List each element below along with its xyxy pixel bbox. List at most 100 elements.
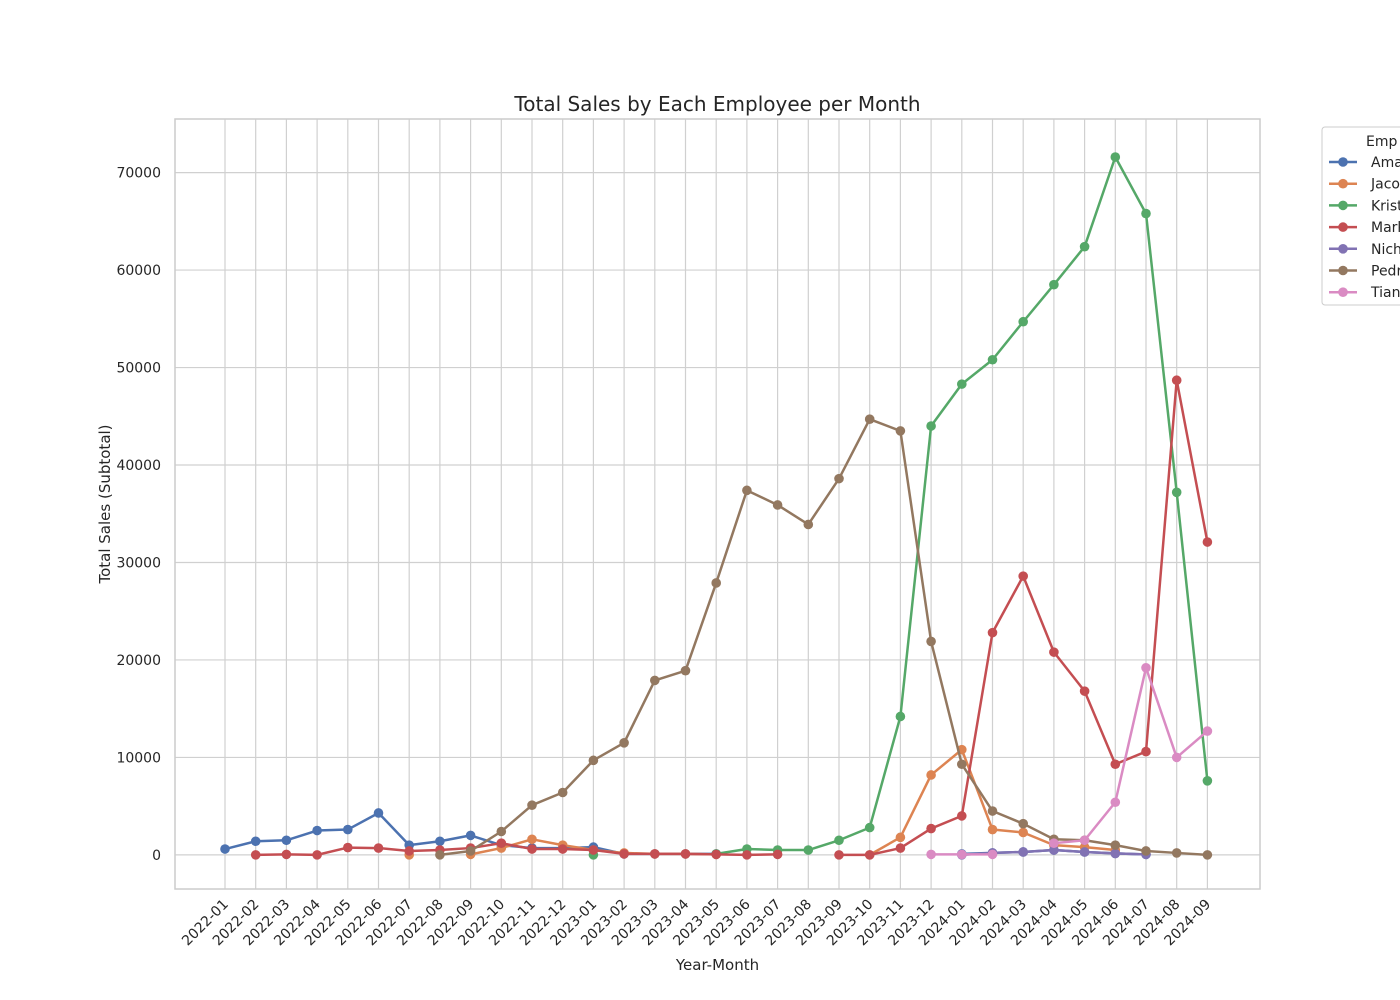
- legend-items: Ama Jaco Krist Mark Nich Pedr Tian: [1329, 155, 1400, 301]
- legend-label: Nich: [1371, 242, 1400, 258]
- data-point: [588, 845, 599, 855]
- data-point: [1171, 375, 1182, 386]
- series-mark: [250, 375, 1213, 860]
- data-point: [957, 379, 967, 389]
- data-point: [834, 473, 844, 484]
- legend-item: Jaco: [1329, 177, 1400, 193]
- data-point: [1018, 827, 1028, 838]
- data-point: [834, 835, 844, 846]
- legend-label: Mark: [1371, 220, 1400, 236]
- data-point: [1202, 776, 1213, 786]
- data-point: [1141, 208, 1151, 219]
- y-axis-label: Total Sales (Subtotal): [96, 424, 114, 584]
- series-line: [1053, 666, 1209, 845]
- data-point: [435, 836, 445, 847]
- data-point: [1110, 759, 1121, 770]
- data-point: [1171, 752, 1182, 763]
- legend-label: Krist: [1371, 198, 1400, 214]
- y-tick-label: 60000: [116, 263, 161, 279]
- data-point: [1110, 797, 1121, 808]
- data-point: [343, 842, 353, 853]
- data-point: [711, 578, 721, 588]
- data-point: [711, 849, 721, 860]
- data-point: [926, 636, 936, 647]
- data-point: [864, 850, 875, 860]
- y-tick-label: 0: [152, 848, 161, 864]
- grid: [175, 119, 1260, 889]
- data-point: [864, 822, 875, 833]
- legend-marker: [1338, 200, 1348, 211]
- data-point: [742, 850, 752, 860]
- data-point: [1018, 847, 1028, 857]
- data-point: [1018, 316, 1028, 327]
- data-point: [957, 759, 967, 770]
- legend-item: Tian: [1329, 285, 1400, 301]
- series-jaco: [404, 744, 1121, 860]
- data-point: [1018, 571, 1028, 581]
- data-point: [557, 787, 568, 798]
- data-point: [588, 755, 599, 766]
- data-point: [1110, 848, 1121, 859]
- data-point: [895, 832, 906, 843]
- data-point: [557, 844, 568, 854]
- data-point: [1171, 848, 1182, 858]
- legend-marker: [1338, 222, 1348, 232]
- data-point: [926, 849, 936, 860]
- legend: Emp Ama Jaco Krist Mark Nich Pedr Tian: [1321, 126, 1400, 306]
- data-point: [926, 770, 936, 780]
- y-tick-label: 20000: [116, 653, 161, 669]
- plot-area: [174, 118, 1261, 890]
- data-point: [650, 675, 660, 686]
- legend-item: Ama: [1329, 155, 1400, 171]
- series-pedr: [435, 414, 1213, 860]
- data-point: [1202, 726, 1213, 736]
- data-point: [465, 830, 476, 841]
- legend-item: Krist: [1329, 198, 1400, 214]
- y-tick-label: 30000: [116, 555, 161, 571]
- data-point: [987, 627, 998, 638]
- legend-label: Jaco: [1370, 177, 1400, 193]
- series-krist: [588, 152, 1213, 860]
- data-point: [1049, 279, 1059, 290]
- data-point: [987, 354, 998, 365]
- data-point: [1110, 840, 1121, 850]
- data-point: [250, 836, 261, 847]
- x-axis-label: Year-Month: [675, 956, 759, 974]
- data-point: [1202, 850, 1213, 860]
- data-point: [435, 850, 445, 860]
- data-point: [987, 849, 998, 860]
- legend-label: Pedr: [1371, 264, 1400, 280]
- data-point: [1079, 847, 1090, 857]
- data-point: [619, 849, 629, 859]
- data-point: [895, 843, 906, 853]
- data-point: [373, 808, 384, 818]
- data-point: [895, 426, 906, 436]
- data-point: [957, 811, 967, 821]
- data-point: [1171, 487, 1182, 498]
- data-point: [1110, 152, 1121, 162]
- data-point: [404, 846, 415, 856]
- data-point: [619, 737, 629, 748]
- legend-title: Emp: [1366, 134, 1397, 150]
- legend-marker: [1338, 178, 1348, 189]
- data-point: [803, 519, 814, 530]
- data-point: [250, 850, 261, 860]
- data-point: [281, 835, 292, 846]
- series-lines: [220, 152, 1213, 860]
- data-point: [1141, 846, 1151, 856]
- legend-marker: [1338, 287, 1348, 298]
- data-point: [1049, 838, 1059, 848]
- data-point: [1049, 845, 1059, 855]
- legend-item: Pedr: [1329, 264, 1400, 280]
- chart-title: Total Sales by Each Employee per Month: [513, 92, 920, 116]
- legend-item: Mark: [1329, 220, 1400, 236]
- legend-marker: [1338, 157, 1348, 167]
- data-point: [1079, 686, 1090, 696]
- legend-label: Tian: [1370, 285, 1400, 301]
- data-point: [496, 826, 507, 837]
- data-point: [772, 849, 783, 860]
- series-tian: [926, 662, 1213, 860]
- data-point: [1049, 647, 1059, 657]
- data-point: [987, 824, 998, 835]
- y-tick-labels: 0 10000 20000 30000 40000 50000 60000 70000: [116, 166, 161, 864]
